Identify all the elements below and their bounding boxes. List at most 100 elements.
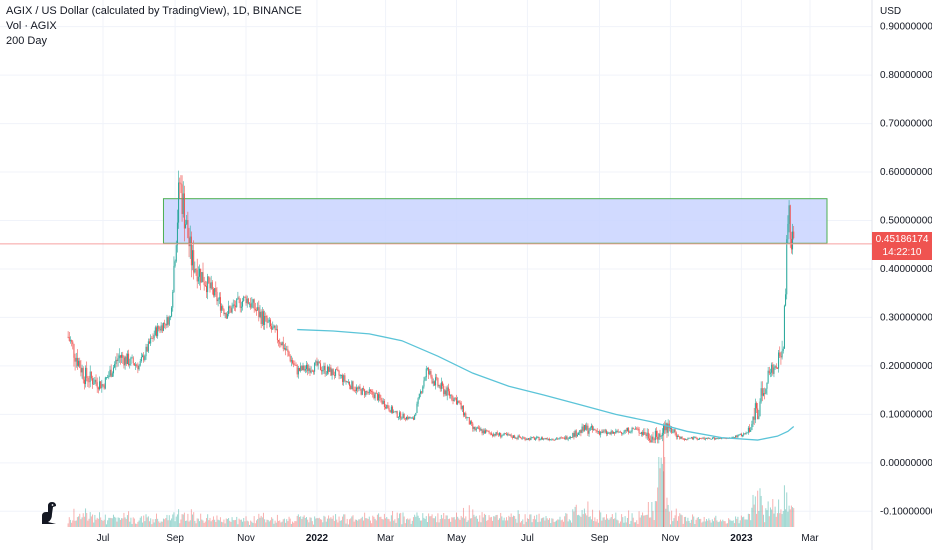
range-zone — [162, 198, 828, 244]
volume-bar — [160, 521, 162, 527]
candle-body — [175, 245, 177, 262]
volume-bar — [593, 521, 595, 527]
candle-body — [294, 364, 296, 366]
candle-body — [596, 430, 598, 432]
candle-body — [424, 377, 426, 381]
candle-body — [118, 355, 120, 359]
candle-body — [711, 437, 713, 440]
volume-legend[interactable]: Vol · AGIX — [6, 20, 57, 32]
volume-bar — [772, 499, 774, 527]
candle-body — [632, 427, 634, 429]
candle-body — [760, 388, 762, 402]
volume-bar — [299, 517, 301, 527]
ma-legend[interactable]: 200 Day — [6, 35, 47, 47]
x-tick-label: Sep — [166, 533, 184, 544]
volume-bar — [415, 516, 417, 527]
candle-body — [440, 382, 442, 389]
candle-body — [436, 377, 438, 379]
volume-bar — [635, 522, 637, 527]
candle-body — [329, 367, 331, 372]
volume-bar — [109, 517, 111, 527]
candle-body — [459, 402, 461, 404]
candle-body — [432, 381, 434, 384]
candle-body — [415, 412, 417, 416]
candle-body — [697, 439, 699, 440]
candle-body — [123, 357, 125, 366]
candle-body — [133, 363, 135, 366]
volume-bar — [262, 512, 264, 527]
candle-body — [426, 368, 428, 369]
candle-body — [400, 412, 402, 419]
candle-body — [485, 430, 487, 434]
zone-rect[interactable] — [162, 198, 828, 244]
candle-body — [165, 323, 167, 326]
volume-bar — [300, 516, 302, 527]
candle-body — [789, 205, 791, 239]
volume-bar — [599, 510, 601, 527]
volume-bar — [271, 517, 273, 527]
volume-bar — [182, 514, 184, 527]
candle-body — [194, 269, 196, 273]
volume-bar — [325, 521, 327, 527]
volume-bar — [373, 516, 375, 527]
volume-bar — [552, 518, 554, 527]
candle-body — [535, 438, 537, 440]
volume-bar — [409, 518, 411, 527]
y-axis[interactable]: 0.90000000 0.80000000 0.70000000 0.60000000… — [880, 22, 932, 518]
volume-bar — [402, 512, 404, 527]
candle-body — [501, 435, 503, 437]
candle-body — [355, 387, 357, 391]
volume-bar — [254, 523, 256, 527]
candle-body — [142, 355, 144, 358]
volume-bar — [304, 518, 306, 527]
volume-bar — [528, 518, 530, 527]
ma-200-line[interactable] — [297, 328, 795, 441]
candle-body — [158, 326, 160, 330]
symbol-title[interactable]: AGIX / US Dollar (calculated by TradingV… — [6, 5, 302, 17]
volume-bar — [486, 520, 488, 527]
volume-bar — [669, 524, 671, 527]
volume-bar — [244, 521, 246, 527]
candle-body — [145, 346, 147, 357]
volume-bar — [214, 519, 216, 527]
volume-bar — [562, 521, 564, 527]
volume-bar — [526, 518, 528, 527]
candle-body — [310, 370, 312, 373]
volume-bar — [379, 517, 381, 527]
candle-body — [536, 437, 538, 439]
candle-body — [254, 308, 256, 311]
x-axis[interactable]: Jul Sep Nov 2022 Mar May Jul Sep Nov 2023 Mar — [97, 533, 820, 544]
volume-bar — [753, 504, 755, 527]
volume-bar — [497, 519, 499, 527]
candle-body — [247, 298, 249, 304]
candle-body — [214, 288, 216, 296]
candle-body — [764, 393, 766, 395]
volume-bar — [282, 519, 284, 527]
candle-body — [531, 437, 533, 438]
candle-body — [264, 315, 266, 325]
volume-bar — [621, 514, 623, 527]
volume-bar — [442, 518, 444, 527]
candle-body — [386, 405, 388, 409]
volume-bar — [539, 521, 541, 527]
tradingview-logo-icon[interactable] — [38, 500, 60, 526]
candle-body — [428, 368, 430, 375]
volume-bar — [729, 519, 731, 527]
candle-body — [625, 429, 627, 431]
candle-body — [89, 371, 91, 382]
candle-body — [664, 425, 666, 431]
candle-body — [272, 327, 274, 330]
candle-body — [268, 319, 270, 322]
volume-bar — [162, 518, 164, 527]
candle-body — [173, 265, 175, 292]
candle-body — [497, 434, 499, 436]
candle-body — [250, 303, 252, 308]
volume-bar — [100, 517, 102, 527]
candles — [67, 170, 795, 444]
candle-body — [475, 428, 477, 431]
candle-body — [499, 432, 501, 436]
y-tick-label: 0.90000000 — [880, 22, 932, 33]
volume-bar — [322, 522, 324, 527]
volume-bar — [694, 523, 696, 527]
